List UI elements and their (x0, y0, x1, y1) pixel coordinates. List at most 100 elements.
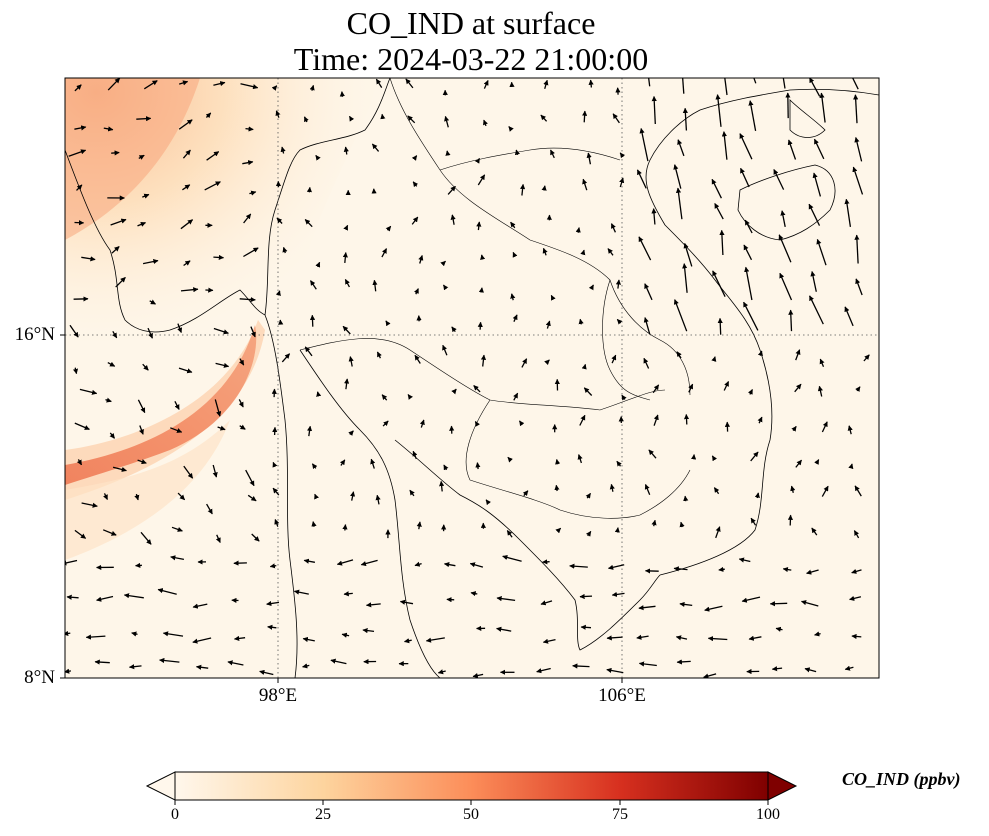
wind-arrow (304, 346, 313, 357)
wind-arrow (512, 314, 518, 322)
wind-arrow (242, 160, 254, 166)
wind-arrow (847, 425, 853, 435)
wind-arrow (227, 660, 244, 666)
wind-arrow (485, 499, 492, 506)
wind-arrow (748, 100, 757, 132)
wind-arrow (851, 78, 859, 90)
wind-arrow (477, 174, 486, 186)
wind-arrow (638, 661, 657, 667)
wind-arrow (239, 424, 246, 430)
wind-arrow (339, 459, 346, 466)
wind-arrow (303, 558, 316, 564)
wind-arrow (609, 483, 615, 492)
map-subtitle-time: Time: 2024-03-22 21:00:00 (293, 41, 649, 77)
wind-arrow (483, 119, 488, 127)
wind-arrow (385, 320, 391, 327)
wind-arrow (342, 524, 348, 531)
wind-arrow (644, 283, 653, 301)
wind-arrow (651, 519, 657, 527)
wind-arrow (800, 600, 819, 607)
wind-arrow (315, 154, 321, 161)
wind-arrow (65, 559, 78, 566)
wind-arrow (782, 78, 786, 89)
wind-arrow (653, 414, 659, 426)
wind-arrow (409, 489, 415, 497)
wind-arrow (619, 177, 625, 188)
wind-arrow (473, 385, 481, 393)
wind-arrow (360, 559, 378, 567)
wind-arrow (817, 385, 823, 397)
wind-arrow (496, 626, 512, 632)
wind-arrow (555, 458, 561, 465)
wind-arrow (213, 254, 225, 261)
wind-arrow (579, 414, 586, 426)
wind-arrow (407, 115, 416, 124)
wind-arrow (744, 266, 753, 301)
wind-arrow (272, 487, 280, 496)
wind-arrow (580, 624, 592, 630)
wind-arrow (74, 125, 87, 131)
wind-arrow (204, 181, 221, 191)
wind-arrow (137, 459, 147, 465)
wind-arrow (606, 635, 623, 641)
wind-arrow (723, 381, 730, 391)
wind-arrow (442, 344, 448, 356)
wind-arrow (274, 519, 280, 527)
wind-arrow (542, 638, 556, 644)
wind-arrow (399, 599, 414, 605)
wind-arrow (615, 279, 621, 289)
wind-arrow (348, 430, 354, 437)
wind-arrow (375, 78, 383, 88)
wind-arrow (112, 466, 127, 472)
wind-arrow (330, 658, 347, 665)
wind-arrow (612, 113, 620, 124)
wind-arrow (675, 187, 683, 220)
wind-arrow (72, 367, 79, 375)
wind-arrow (376, 351, 382, 359)
wind-arrow (183, 260, 191, 267)
wind-arrow (341, 632, 350, 638)
wind-arrow (550, 149, 555, 159)
wind-arrow (585, 492, 592, 499)
wind-arrow (74, 422, 90, 430)
wind-arrow (780, 210, 786, 228)
wind-arrow (451, 326, 457, 333)
wind-arrow (577, 454, 583, 464)
wind-arrow (510, 221, 516, 229)
wind-arrow (855, 386, 861, 393)
wind-arrow (350, 491, 356, 501)
wind-arrow (143, 80, 158, 90)
wind-arrow (636, 634, 649, 640)
wind-arrow (804, 667, 817, 673)
wind-arrow (275, 290, 281, 297)
wind-arrow (371, 143, 380, 152)
lat-tick-label-8n: 8°N (24, 667, 55, 688)
wind-arrow (170, 555, 185, 561)
wind-arrow (159, 657, 180, 664)
wind-arrow (375, 494, 381, 505)
wind-arrow (348, 115, 355, 122)
wind-arrow (103, 126, 114, 132)
wind-arrow (682, 78, 685, 94)
wind-arrow (205, 112, 212, 119)
wind-arrow (344, 378, 350, 390)
wind-arrow (855, 278, 863, 296)
wind-arrow (512, 251, 518, 258)
wind-arrow (65, 668, 72, 674)
wind-arrow (443, 562, 456, 568)
wind-arrow (788, 309, 794, 332)
wind-arrow (704, 605, 723, 612)
wind-arrow (303, 116, 309, 123)
map-title: CO_IND at surface (346, 5, 596, 41)
wind-arrow (217, 425, 226, 431)
wind-arrow (741, 596, 761, 603)
wind-arrow (138, 154, 145, 160)
wind-arrow (648, 449, 657, 459)
colorbar-label: CO_IND (ppbv) (842, 769, 961, 789)
wind-arrow (314, 493, 319, 500)
wind-arrow (407, 394, 413, 400)
wind-arrow (149, 299, 156, 305)
wind-arrow (142, 363, 149, 371)
wind-arrow (580, 249, 586, 256)
wind-arrow (343, 591, 353, 597)
